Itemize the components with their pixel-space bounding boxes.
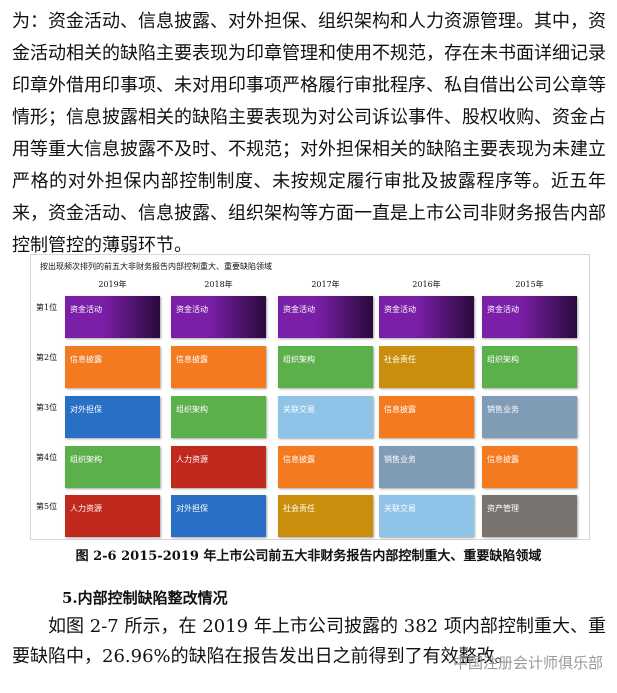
cell: 关联交易: [278, 396, 373, 438]
cell: 信息披露: [278, 446, 373, 488]
column-header: 2016年: [412, 280, 441, 289]
column-header: 2019年: [98, 280, 127, 289]
cell: 组织架构: [482, 346, 577, 388]
cell: 社会责任: [278, 495, 373, 537]
cell: 对外担保: [65, 396, 160, 438]
column-header: 2015年: [515, 280, 544, 289]
cell: 人力资源: [171, 446, 266, 488]
cell: 组织架构: [171, 396, 266, 438]
cell: 组织架构: [278, 346, 373, 388]
cell: 信息披露: [171, 346, 266, 388]
cell: 社会责任: [379, 346, 474, 388]
row-header: 第4位: [36, 453, 58, 462]
cell: 销售业务: [379, 446, 474, 488]
cell: 资金活动: [65, 296, 160, 338]
column-header: 2018年: [204, 280, 233, 289]
row-header: 第1位: [36, 303, 58, 312]
paragraph: 如图 2-7 所示，在 2019 年上市公司披露的 382 项内部控制重大、重要…: [12, 616, 606, 667]
paragraph: 为：资金活动、信息披露、对外担保、组织架构和人力资源管理。其中，资金活动相关的缺…: [12, 11, 606, 256]
column-header: 2017年: [311, 280, 340, 289]
section-heading: 5.内部控制缺陷整改情况: [62, 589, 228, 607]
cell: 信息披露: [379, 396, 474, 438]
figure: 按出现频次排列的前五大非财务报告内部控制重大、重要缺陷领域 2019年 2018年…: [30, 254, 590, 540]
cell: 对外担保: [171, 495, 266, 537]
row-header: 第2位: [36, 353, 58, 362]
cell: 销售业务: [482, 396, 577, 438]
cell: 资金活动: [482, 296, 577, 338]
cell: 组织架构: [65, 446, 160, 488]
row-header: 第3位: [36, 403, 58, 412]
cell: 资产管理: [482, 495, 577, 537]
cell: 资金活动: [379, 296, 474, 338]
cell: 信息披露: [482, 446, 577, 488]
cell: 资金活动: [278, 296, 373, 338]
figure-title: 按出现频次排列的前五大非财务报告内部控制重大、重要缺陷领域: [40, 262, 272, 271]
cell: 关联交易: [379, 495, 474, 537]
cell: 资金活动: [171, 296, 266, 338]
cell: 信息披露: [65, 346, 160, 388]
watermark: 中国注册会计师俱乐部: [452, 654, 603, 672]
cell: 人力资源: [65, 495, 160, 537]
figure-caption: 图 2-6 2015-2019 年上市公司前五大非财务报告内部控制重大、重要缺陷…: [75, 549, 542, 564]
row-header: 第5位: [36, 502, 58, 511]
